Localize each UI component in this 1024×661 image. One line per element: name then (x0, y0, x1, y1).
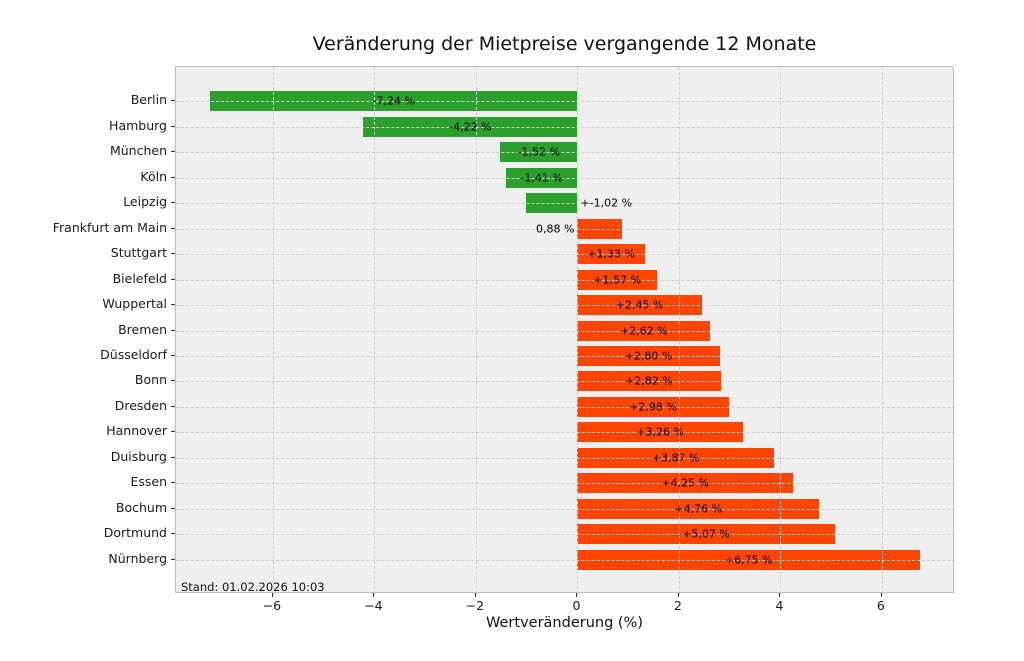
y-tick-mark (171, 456, 175, 458)
gridline-horizontal (176, 305, 955, 307)
y-axis-category-label: Bremen (118, 321, 167, 337)
x-axis-tick-label: −6 (262, 598, 282, 613)
y-tick-mark (171, 253, 175, 255)
chart-title: Veränderung der Mietpreise vergangende 1… (312, 33, 817, 55)
gridline-horizontal (176, 457, 955, 459)
gridline-horizontal (176, 152, 955, 154)
y-tick-mark (171, 354, 175, 356)
x-axis-label: Wertveränderung (%) (486, 615, 643, 631)
gridline-horizontal (176, 330, 955, 332)
gridline-horizontal (176, 483, 955, 485)
bar-value-label: +2,98 % (629, 400, 677, 414)
bar-value-label: +6,75 % (724, 553, 773, 567)
y-tick-mark (171, 202, 175, 204)
y-tick-mark (171, 227, 175, 229)
y-axis-category-label: Essen (130, 474, 167, 490)
x-tick-mark (576, 593, 578, 597)
x-axis-tick-label: 6 (876, 598, 885, 613)
bar-value-label: +2,62 % (620, 324, 668, 337)
y-tick-mark (171, 482, 175, 484)
bar-value-label: +-1,02 % (580, 196, 633, 210)
bar-value-label: +4,25 % (661, 476, 710, 490)
gridline-horizontal (176, 381, 955, 383)
timestamp-annotation: Stand: 01.02.2026 10:03 (181, 580, 325, 594)
y-axis-category-label: Leipzig (123, 194, 167, 210)
y-axis-category-label: Duisburg (110, 448, 167, 464)
y-tick-mark (171, 100, 175, 102)
bar-value-label: +1,57 % (593, 273, 642, 287)
x-axis-tick-label: 2 (673, 598, 682, 613)
x-tick-mark (677, 593, 679, 597)
gridline-horizontal (176, 432, 955, 434)
gridline-horizontal (176, 355, 955, 357)
bar-value-label: -4,22 % (449, 120, 492, 134)
y-tick-mark (171, 405, 175, 407)
bar-value-label: +3,26 % (636, 425, 684, 439)
x-axis-tick-label: −2 (465, 598, 485, 613)
bar-value-label: +5,07 % (682, 527, 730, 541)
bar-value-label: 0,88 % (535, 222, 575, 236)
y-axis-category-label: Wuppertal (102, 296, 167, 312)
y-axis-category-label: Stuttgart (110, 245, 167, 261)
y-axis-category-label: Bielefeld (112, 270, 167, 286)
y-tick-mark (171, 431, 175, 433)
gridline-horizontal (176, 126, 955, 128)
y-axis-category-label: Berlin (130, 92, 167, 108)
y-axis-category-label: Hamburg (109, 117, 167, 133)
y-tick-mark (171, 558, 175, 560)
x-tick-mark (271, 593, 273, 597)
gridline-horizontal (176, 228, 955, 230)
plot-area: Stand: 01.02.2026 10:03 -7,24 % -4,22 % -1… (175, 66, 955, 594)
gridline-horizontal (176, 406, 955, 408)
gridline-horizontal (176, 534, 955, 536)
gridline-horizontal (176, 508, 955, 510)
y-axis-category-label: Dortmund (103, 525, 167, 541)
bar-value-label: -1,52 % (517, 145, 561, 159)
y-tick-mark (171, 304, 175, 306)
bar-value-label: +1,33 % (587, 247, 636, 261)
y-tick-mark (171, 329, 175, 331)
gridline-horizontal (176, 254, 955, 256)
y-tick-mark (171, 176, 175, 178)
bar-value-label: +2,82 % (625, 374, 673, 388)
y-tick-mark (171, 278, 175, 280)
bar-value-label: +4,76 % (674, 502, 723, 516)
bar-value-label: -7,24 % (372, 94, 415, 108)
y-axis-category-label: Bonn (134, 372, 167, 388)
y-axis-category-label: Düsseldorf (100, 346, 167, 362)
x-tick-mark (779, 593, 781, 597)
y-tick-mark (171, 533, 175, 535)
x-axis-tick-label: −4 (364, 598, 383, 613)
gridline-horizontal (176, 177, 955, 179)
gridline-horizontal (176, 101, 955, 103)
x-axis-tick-label: 4 (775, 598, 784, 613)
y-tick-mark (171, 125, 175, 127)
gridline-horizontal (176, 279, 955, 281)
y-tick-mark (171, 151, 175, 153)
bar-value-label: +3,87 % (651, 451, 700, 465)
gridline-horizontal (176, 559, 955, 561)
y-axis-category-label: Bochum (115, 499, 167, 515)
y-axis-category-label: Nürnberg (108, 550, 167, 566)
bar-value-label: +2,80 % (624, 349, 673, 363)
bar-value-label: +2,45 % (615, 298, 664, 312)
y-axis-category-label: Köln (140, 168, 167, 184)
x-tick-mark (880, 593, 882, 597)
y-axis-category-label: Hannover (106, 423, 167, 439)
y-axis-category-label: München (109, 143, 167, 159)
y-axis-category-label: Frankfurt am Main (52, 219, 167, 235)
gridline-horizontal (176, 203, 955, 205)
y-axis-category-label: Dresden (114, 397, 167, 413)
y-tick-mark (171, 380, 175, 382)
y-tick-mark (171, 507, 175, 509)
x-axis-tick-label: 0 (572, 598, 581, 613)
bar-value-label: -1,41 % (520, 171, 563, 185)
x-tick-mark (373, 593, 375, 597)
x-tick-mark (474, 593, 476, 597)
